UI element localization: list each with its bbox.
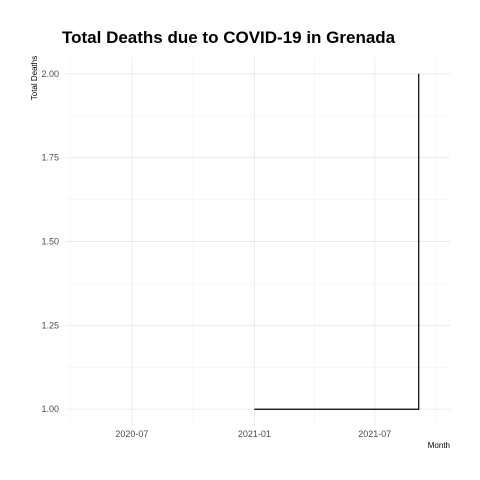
x-axis-title: Month <box>428 441 450 450</box>
x-tick-label: 2020-07 <box>115 429 148 439</box>
x-tick-labels: 2020-07 2021-01 2021-07 <box>115 429 391 439</box>
x-tick-label: 2021-01 <box>238 429 271 439</box>
y-tick-label: 1.50 <box>41 237 59 247</box>
y-tick-labels: 1.00 1.25 1.50 1.75 2.00 <box>41 69 59 414</box>
y-axis-title: Total Deaths <box>30 56 39 100</box>
y-tick-label: 1.00 <box>41 404 59 414</box>
chart-title: Total Deaths due to COVID-19 in Grenada <box>62 28 396 47</box>
y-tick-label: 2.00 <box>41 69 59 79</box>
y-tick-label: 1.25 <box>41 320 59 330</box>
minor-gridlines-y <box>66 115 450 368</box>
series-line-0 <box>254 73 420 410</box>
series-group <box>254 73 420 410</box>
major-gridlines-x <box>131 57 376 426</box>
y-tick-label: 1.75 <box>41 153 59 163</box>
major-gridlines-y <box>66 73 450 410</box>
x-tick-label: 2021-07 <box>358 429 391 439</box>
